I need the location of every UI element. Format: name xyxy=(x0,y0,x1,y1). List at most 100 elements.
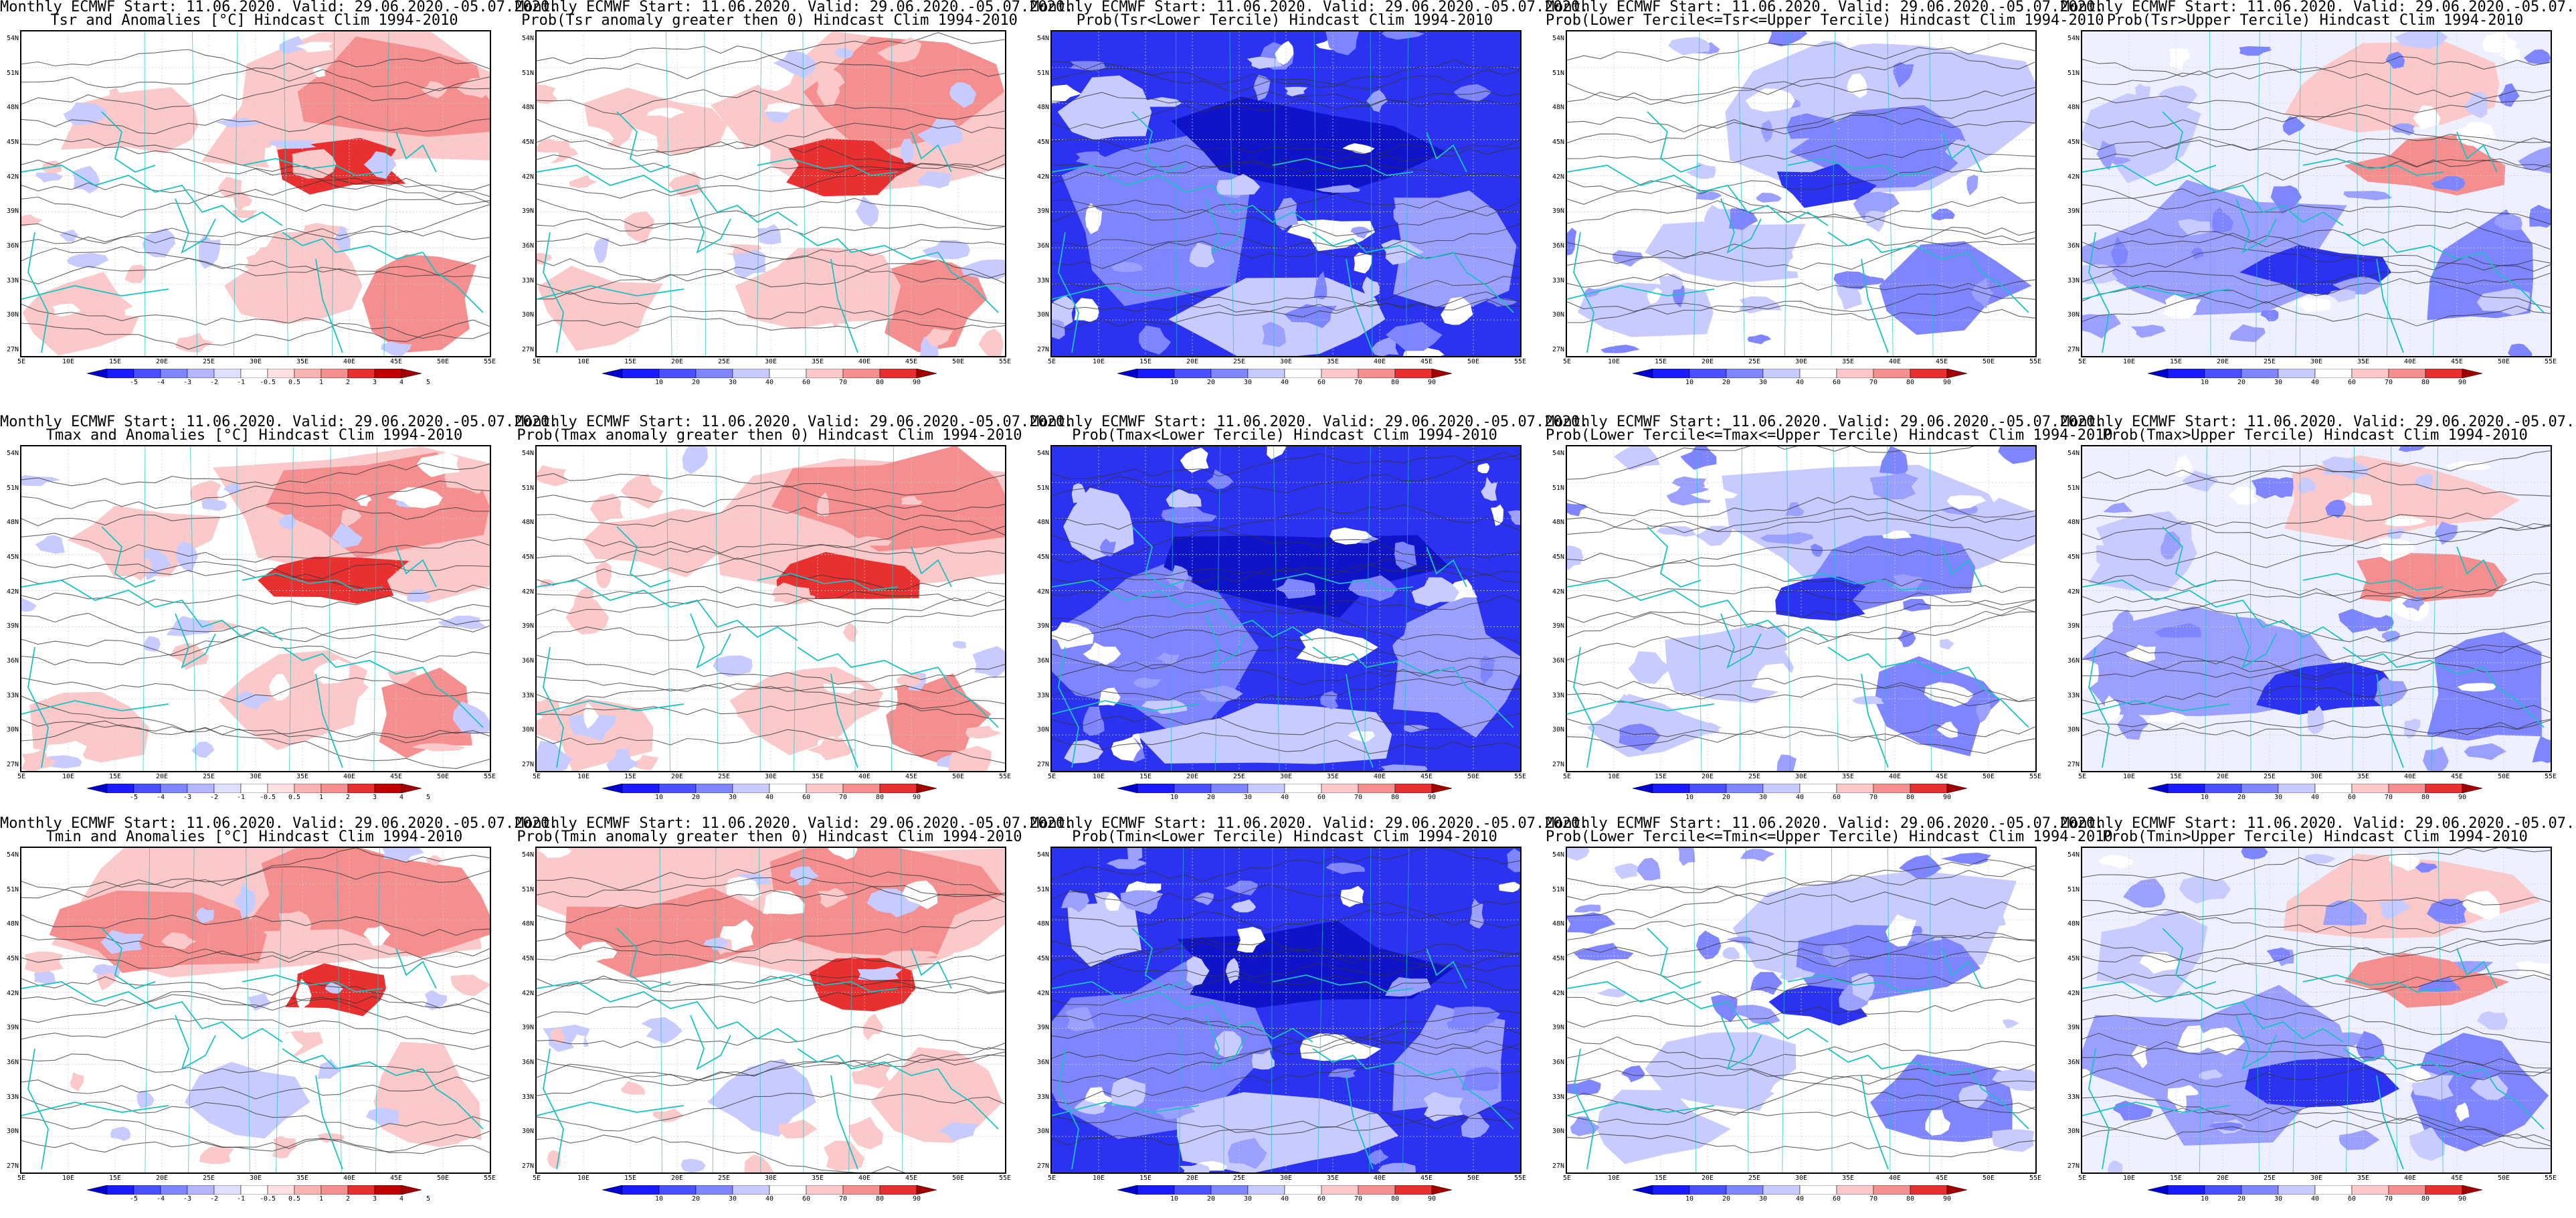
latitude-label: 33N xyxy=(1552,1093,1564,1101)
longitude-label: 10E xyxy=(1092,773,1105,780)
colorbar-tick-label: -4 xyxy=(156,794,165,801)
forecast-map xyxy=(1050,847,1522,1174)
latitude-label: 33N xyxy=(521,1093,534,1101)
panel-subtitle: Tmin and Anomalies [°C] Hindcast Clim 19… xyxy=(45,829,463,845)
latitude-label: 30N xyxy=(6,311,19,319)
colorbar xyxy=(602,368,937,379)
colorbar-tick-label: 80 xyxy=(1390,379,1400,386)
longitude-label: 20E xyxy=(1701,773,1714,780)
longitude-label: 15E xyxy=(108,773,122,780)
longitude-label: 45E xyxy=(389,773,403,780)
map-panel-tmin-1: Monthly ECMWF Start: 11.06.2020. Valid: … xyxy=(0,816,558,1218)
longitude-label: 10E xyxy=(2122,358,2136,365)
colorbar-tick-label: -4 xyxy=(156,379,165,386)
latitude-label: 27N xyxy=(1036,761,1049,768)
forecast-map xyxy=(2081,445,2552,772)
colorbar-tick-label: 70 xyxy=(1354,794,1363,801)
longitude-label: 10E xyxy=(1092,1174,1105,1182)
latitude-label: 51N xyxy=(2067,484,2080,492)
longitude-label: 40E xyxy=(858,773,871,780)
colorbar-tick-label: 10 xyxy=(1170,379,1179,386)
longitude-label: 20E xyxy=(670,773,684,780)
longitude-label: 15E xyxy=(2169,1174,2183,1182)
latitude-label: 51N xyxy=(1552,484,1564,492)
longitude-label: 25E xyxy=(717,773,731,780)
forecast-map xyxy=(1566,847,2037,1174)
panel-subtitle: Prob(Tmax>Upper Tercile) Hindcast Clim 1… xyxy=(2102,427,2528,444)
latitude-label: 51N xyxy=(2067,885,2080,893)
colorbar xyxy=(1632,1185,1968,1195)
latitude-label: 45N xyxy=(1036,139,1049,146)
longitude-label: 5E xyxy=(532,358,541,365)
latitude-label: 33N xyxy=(6,276,19,284)
forecast-map xyxy=(535,30,1006,357)
latitude-label: 48N xyxy=(521,104,534,112)
latitude-label: 39N xyxy=(2067,1024,2080,1032)
latitude-label: 54N xyxy=(2067,35,2080,42)
colorbar-tick-label: 80 xyxy=(875,794,885,801)
longitude-label: 50E xyxy=(436,358,450,365)
latitude-label: 51N xyxy=(521,885,534,893)
colorbar-tick-label: 70 xyxy=(838,379,848,386)
colorbar-tick-label: -3 xyxy=(183,1195,192,1203)
colorbar-tick-label: 80 xyxy=(1906,794,1915,801)
panel-subtitle: Tmax and Anomalies [°C] Hindcast Clim 19… xyxy=(45,427,463,444)
colorbar-tick-label: -3 xyxy=(183,794,192,801)
latitude-label: 30N xyxy=(1036,726,1049,734)
colorbar-tick-label: 10 xyxy=(1170,794,1179,801)
longitude-label: 45E xyxy=(1935,1174,1948,1182)
longitude-label: 15E xyxy=(624,358,637,365)
colorbar-tick-label: 2 xyxy=(345,379,351,386)
longitude-label: 25E xyxy=(1232,358,1246,365)
latitude-label: 27N xyxy=(6,1162,19,1170)
map-panel-tmax-2: Monthly ECMWF Start: 11.06.2020. Valid: … xyxy=(515,415,1073,816)
colorbar-tick-label: 5 xyxy=(426,794,431,801)
colorbar-tick-label: 90 xyxy=(912,1195,921,1203)
latitude-label: 48N xyxy=(521,920,534,928)
colorbar-tick-label: 60 xyxy=(1317,379,1326,386)
colorbar xyxy=(1117,1185,1453,1195)
latitude-label: 27N xyxy=(1552,346,1564,353)
forecast-map xyxy=(1050,445,1522,772)
longitude-label: 15E xyxy=(624,773,637,780)
colorbar-tick-label: 40 xyxy=(765,1195,774,1203)
panel-subtitle: Prob(Tsr>Upper Tercile) Hindcast Clim 19… xyxy=(2106,12,2524,29)
longitude-label: 50E xyxy=(951,1174,965,1182)
forecast-map xyxy=(20,847,491,1174)
longitude-label: 20E xyxy=(670,1174,684,1182)
latitude-label: 42N xyxy=(2067,989,2080,997)
colorbar-tick-label: 40 xyxy=(1795,1195,1805,1203)
latitude-label: 48N xyxy=(1552,920,1564,928)
longitude-label: 5E xyxy=(1047,773,1056,780)
latitude-label: 42N xyxy=(521,989,534,997)
latitude-label: 54N xyxy=(1036,450,1049,457)
latitude-label: 36N xyxy=(1036,242,1049,250)
colorbar xyxy=(1632,783,1968,794)
longitude-label: 40E xyxy=(858,1174,871,1182)
colorbar xyxy=(1117,783,1453,794)
colorbar xyxy=(1117,368,1453,379)
colorbar-tick-label: 3 xyxy=(372,794,377,801)
colorbar-tick-label: 40 xyxy=(1795,794,1805,801)
longitude-label: 35E xyxy=(811,773,824,780)
colorbar-tick-label: 60 xyxy=(802,1195,811,1203)
longitude-label: 25E xyxy=(2263,773,2276,780)
colorbar-tick-label: 90 xyxy=(2458,794,2467,801)
longitude-label: 20E xyxy=(2216,358,2229,365)
panel-title: Monthly ECMWF Start: 11.06.2020. Valid: … xyxy=(1030,414,1589,430)
longitude-label: 35E xyxy=(296,358,309,365)
longitude-label: 15E xyxy=(1654,773,1667,780)
latitude-label: 51N xyxy=(1552,69,1564,77)
latitude-label: 42N xyxy=(1552,588,1564,596)
latitude-label: 54N xyxy=(1552,851,1564,859)
colorbar-tick-label: 40 xyxy=(1280,1195,1289,1203)
latitude-label: 54N xyxy=(2067,450,2080,457)
latitude-label: 33N xyxy=(1552,276,1564,284)
latitude-label: 42N xyxy=(2067,173,2080,181)
latitude-label: 33N xyxy=(1036,691,1049,699)
panel-title: Monthly ECMWF Start: 11.06.2020. Valid: … xyxy=(1030,0,1589,15)
colorbar-tick-label: 1 xyxy=(318,379,324,386)
colorbar xyxy=(86,1185,422,1195)
longitude-label: 40E xyxy=(1373,773,1386,780)
longitude-label: 35E xyxy=(1326,1174,1340,1182)
